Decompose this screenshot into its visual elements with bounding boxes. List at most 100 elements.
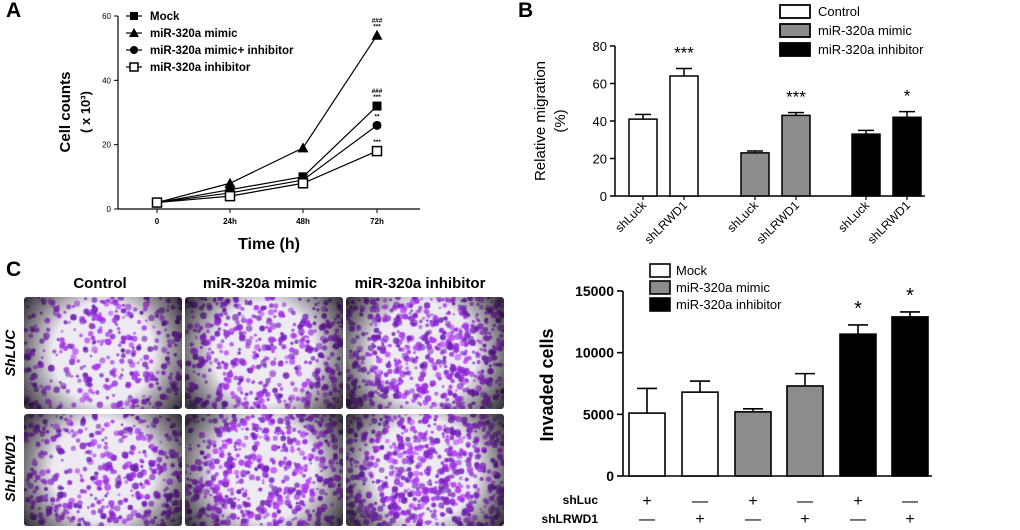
chart-a-series-line <box>156 105 378 204</box>
chart-b-annotation: *** <box>786 88 806 107</box>
chart-a-xtick-label: 24h <box>223 217 237 226</box>
chart-a-series-line <box>156 150 378 204</box>
chart-a-point <box>297 142 309 153</box>
micro-row-header-shluc: ShLUC <box>2 329 18 377</box>
chart-b-xtick-label: shLuck <box>835 198 872 235</box>
chart-c-shlrwd1-sign: — <box>745 511 761 528</box>
micrograph-shluc-control <box>24 297 182 409</box>
chart-c-shlrwd1-sign: + <box>695 511 704 528</box>
chart-a-annotation: ### <box>372 17 383 24</box>
micrograph-shlrwd1-control <box>24 414 182 526</box>
panel-label-c: C <box>6 258 22 281</box>
micro-row-header-shlrwd1: ShLRWD1 <box>2 434 18 502</box>
chart-a-xlabel: Time (h) <box>238 236 300 253</box>
chart-c-legend-swatch <box>649 297 671 312</box>
chart-a-legend-marker <box>130 12 138 20</box>
panel-label-b: B <box>518 0 534 22</box>
chart-b-legend-label: miR-320a mimic <box>818 23 912 38</box>
micro-col-header-control: Control <box>73 275 127 292</box>
chart-a-legend-marker <box>129 62 139 72</box>
chart-a-legend-label: Mock <box>150 11 180 23</box>
micro-col-header-mimic: miR-320a mimic <box>202 275 318 292</box>
chart-a-annotation: ** <box>374 113 380 120</box>
chart-b-bar <box>781 114 811 197</box>
chart-a-xtick-label: 48h <box>296 217 310 226</box>
chart-b-xtick-label: shLuck <box>612 198 649 235</box>
chart-b-legend-swatch <box>779 42 811 57</box>
chart-c-ylabel: Invaded cells <box>537 328 557 441</box>
chart-c-row-label-shluc: shLuc <box>563 493 599 507</box>
chart-a-annotation: ### <box>372 88 383 95</box>
chart-c-shlrwd1-sign: + <box>800 511 809 528</box>
chart-a-point <box>224 190 236 202</box>
chart-a-ytick-label: 40 <box>102 76 111 85</box>
chart-a-ytick-label: 0 <box>107 205 112 214</box>
chart-a-xtick-label: 72h <box>370 217 384 226</box>
chart-a-point <box>371 29 383 40</box>
panel-label-a: A <box>6 0 22 22</box>
chart-b-xtick-label: shLRWD1 <box>865 198 914 247</box>
chart-b-ytick-label: 0 <box>600 189 607 204</box>
chart-b-annotation: * <box>904 87 911 106</box>
chart-c-bar <box>681 391 719 477</box>
chart-a-cell-counts: 0 20 40 60 0 24h 48h 72h Time (h) Cell counts ( x … <box>57 11 420 253</box>
chart-b-ytick-label: 20 <box>593 152 607 167</box>
chart-a-legend-label: miR-320a inhibitor <box>150 62 251 74</box>
micrograph-shlrwd1-mimic <box>185 414 343 526</box>
chart-b-bar <box>628 118 658 197</box>
chart-c-legend-label: miR-320a inhibitor <box>676 297 782 312</box>
chart-c-shluc-sign: — <box>692 493 708 510</box>
chart-b-annotation: *** <box>674 44 694 63</box>
chart-c-ytick-label: 5000 <box>583 406 614 422</box>
chart-c-legend-label: Mock <box>676 263 708 278</box>
chart-c-ytick-label: 15000 <box>575 283 614 299</box>
chart-c-ytick-label: 10000 <box>575 345 614 361</box>
chart-b-legend-swatch <box>779 23 811 38</box>
chart-b-ylabel-units: (%) <box>552 109 569 132</box>
chart-c-bar <box>786 385 824 477</box>
chart-b-ytick-label: 80 <box>593 39 607 54</box>
chart-c-shluc-sign: + <box>642 493 651 510</box>
chart-c-bar <box>734 411 772 477</box>
chart-c-legend-swatch <box>649 263 671 278</box>
chart-a-point <box>372 120 382 130</box>
chart-a-annotation: *** <box>373 139 381 146</box>
chart-c-bar <box>839 333 877 477</box>
chart-c-shlrwd1-sign: — <box>639 511 655 528</box>
chart-a-legend-marker <box>129 28 139 37</box>
chart-a-point <box>371 145 383 157</box>
chart-b-bar <box>851 133 881 197</box>
micrograph-shluc-inhibitor <box>346 297 504 409</box>
chart-a-legend-label: miR-320a mimic <box>150 28 238 40</box>
chart-c-shluc-sign: — <box>902 493 918 510</box>
chart-b-xtick-label: shLRWD1 <box>642 198 691 247</box>
chart-a-legend-label: miR-320a mimic+ inhibitor <box>150 45 294 57</box>
chart-c-annotation: * <box>906 285 914 307</box>
chart-a-point <box>224 177 236 188</box>
chart-c-legend-label: miR-320a mimic <box>676 280 770 295</box>
chart-a-legend-marker <box>130 46 138 54</box>
chart-c-ytick-label: 0 <box>606 468 614 484</box>
chart-a-ylabel: Cell counts <box>57 72 74 153</box>
micro-col-header-inhibitor: miR-320a inhibitor <box>354 275 486 292</box>
chart-b-ytick-label: 40 <box>593 114 607 129</box>
chart-a-point <box>151 197 163 208</box>
chart-c-legend-swatch <box>649 280 671 295</box>
chart-c-shluc-sign: — <box>797 493 813 510</box>
chart-a-ylabel-units: ( x 10³) <box>78 91 93 133</box>
chart-a-ytick-label: 60 <box>102 12 111 21</box>
chart-b-xtick-label: shLRWD1 <box>754 198 803 247</box>
chart-c-shlrwd1-sign: + <box>905 511 914 528</box>
chart-a-point <box>372 101 382 111</box>
chart-a-point <box>297 178 309 189</box>
chart-b-bar <box>892 116 922 197</box>
chart-b-xtick-label: shLuck <box>724 198 761 235</box>
micrograph-shlrwd1-inhibitor <box>346 414 504 526</box>
chart-b-ylabel: Relative migration <box>532 61 549 181</box>
chart-c-shlrwd1-sign: — <box>850 511 866 528</box>
chart-c-shluc-sign: + <box>853 493 862 510</box>
chart-b-ytick-label: 60 <box>593 77 607 92</box>
chart-c-bar <box>891 316 929 477</box>
